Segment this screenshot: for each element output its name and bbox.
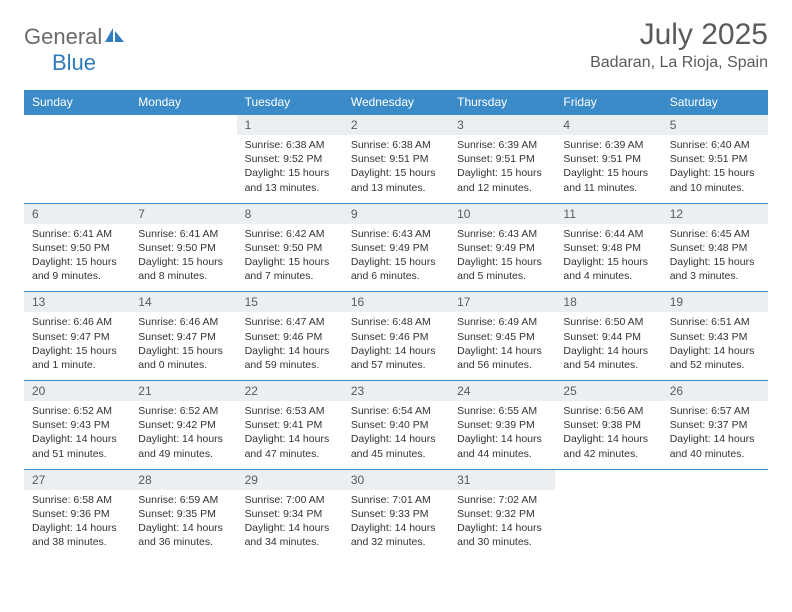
- day-content-cell: Sunrise: 7:01 AMSunset: 9:33 PMDaylight:…: [343, 490, 449, 558]
- day-content-cell: Sunrise: 6:54 AMSunset: 9:40 PMDaylight:…: [343, 401, 449, 469]
- day-content-cell: Sunrise: 6:51 AMSunset: 9:43 PMDaylight:…: [662, 312, 768, 380]
- day-number-cell: 29: [237, 469, 343, 490]
- day-content-cell: Sunrise: 6:39 AMSunset: 9:51 PMDaylight:…: [449, 135, 555, 203]
- day-number-cell: 20: [24, 381, 130, 402]
- day-number-cell: 2: [343, 115, 449, 136]
- day-content-cell: Sunrise: 7:00 AMSunset: 9:34 PMDaylight:…: [237, 490, 343, 558]
- weekday-header: Saturday: [662, 90, 768, 115]
- day-number-cell: 23: [343, 381, 449, 402]
- weekday-header-row: SundayMondayTuesdayWednesdayThursdayFrid…: [24, 90, 768, 115]
- day-content-cell: Sunrise: 6:52 AMSunset: 9:43 PMDaylight:…: [24, 401, 130, 469]
- day-content-cell: Sunrise: 6:59 AMSunset: 9:35 PMDaylight:…: [130, 490, 236, 558]
- day-content-cell: Sunrise: 6:58 AMSunset: 9:36 PMDaylight:…: [24, 490, 130, 558]
- day-content-cell: Sunrise: 6:40 AMSunset: 9:51 PMDaylight:…: [662, 135, 768, 203]
- day-content-row: Sunrise: 6:41 AMSunset: 9:50 PMDaylight:…: [24, 224, 768, 292]
- day-number-cell: 11: [555, 203, 661, 224]
- day-number-cell: 14: [130, 292, 236, 313]
- day-number-cell: 31: [449, 469, 555, 490]
- day-content-cell: Sunrise: 6:55 AMSunset: 9:39 PMDaylight:…: [449, 401, 555, 469]
- day-content-cell: Sunrise: 6:44 AMSunset: 9:48 PMDaylight:…: [555, 224, 661, 292]
- day-content-cell: Sunrise: 7:02 AMSunset: 9:32 PMDaylight:…: [449, 490, 555, 558]
- day-content-cell: [555, 490, 661, 558]
- header: GeneralBlue July 2025 Badaran, La Rioja,…: [24, 18, 768, 76]
- day-number-cell: 5: [662, 115, 768, 136]
- day-number-cell: 24: [449, 381, 555, 402]
- location: Badaran, La Rioja, Spain: [590, 54, 768, 72]
- month-title: July 2025: [590, 18, 768, 52]
- day-content-cell: Sunrise: 6:48 AMSunset: 9:46 PMDaylight:…: [343, 312, 449, 380]
- day-number-cell: 1: [237, 115, 343, 136]
- day-content-row: Sunrise: 6:38 AMSunset: 9:52 PMDaylight:…: [24, 135, 768, 203]
- day-content-cell: [24, 135, 130, 203]
- day-number-row: 6789101112: [24, 203, 768, 224]
- day-number-cell: [555, 469, 661, 490]
- day-content-cell: Sunrise: 6:42 AMSunset: 9:50 PMDaylight:…: [237, 224, 343, 292]
- weekday-header: Friday: [555, 90, 661, 115]
- day-number-cell: 3: [449, 115, 555, 136]
- day-number-cell: 16: [343, 292, 449, 313]
- day-content-cell: Sunrise: 6:52 AMSunset: 9:42 PMDaylight:…: [130, 401, 236, 469]
- day-content-cell: Sunrise: 6:50 AMSunset: 9:44 PMDaylight:…: [555, 312, 661, 380]
- title-block: July 2025 Badaran, La Rioja, Spain: [590, 18, 768, 72]
- weekday-header: Tuesday: [237, 90, 343, 115]
- day-number-cell: 7: [130, 203, 236, 224]
- day-content-cell: Sunrise: 6:41 AMSunset: 9:50 PMDaylight:…: [24, 224, 130, 292]
- day-content-cell: Sunrise: 6:53 AMSunset: 9:41 PMDaylight:…: [237, 401, 343, 469]
- day-content-row: Sunrise: 6:58 AMSunset: 9:36 PMDaylight:…: [24, 490, 768, 558]
- day-content-row: Sunrise: 6:46 AMSunset: 9:47 PMDaylight:…: [24, 312, 768, 380]
- day-content-cell: Sunrise: 6:47 AMSunset: 9:46 PMDaylight:…: [237, 312, 343, 380]
- day-content-cell: Sunrise: 6:46 AMSunset: 9:47 PMDaylight:…: [24, 312, 130, 380]
- day-number-cell: [130, 115, 236, 136]
- day-content-cell: Sunrise: 6:57 AMSunset: 9:37 PMDaylight:…: [662, 401, 768, 469]
- day-number-cell: 28: [130, 469, 236, 490]
- day-number-cell: 4: [555, 115, 661, 136]
- day-number-cell: 18: [555, 292, 661, 313]
- day-content-cell: Sunrise: 6:38 AMSunset: 9:52 PMDaylight:…: [237, 135, 343, 203]
- day-number-row: 13141516171819: [24, 292, 768, 313]
- weekday-header: Wednesday: [343, 90, 449, 115]
- day-number-cell: 25: [555, 381, 661, 402]
- day-number-cell: 6: [24, 203, 130, 224]
- day-content-cell: Sunrise: 6:45 AMSunset: 9:48 PMDaylight:…: [662, 224, 768, 292]
- day-number-cell: [662, 469, 768, 490]
- day-content-cell: Sunrise: 6:43 AMSunset: 9:49 PMDaylight:…: [343, 224, 449, 292]
- day-number-cell: 10: [449, 203, 555, 224]
- day-content-cell: Sunrise: 6:39 AMSunset: 9:51 PMDaylight:…: [555, 135, 661, 203]
- day-number-row: 2728293031: [24, 469, 768, 490]
- day-number-cell: 9: [343, 203, 449, 224]
- day-content-cell: [662, 490, 768, 558]
- logo-text-general: General: [24, 24, 102, 50]
- logo: GeneralBlue: [24, 24, 126, 76]
- day-content-cell: Sunrise: 6:49 AMSunset: 9:45 PMDaylight:…: [449, 312, 555, 380]
- day-number-cell: 21: [130, 381, 236, 402]
- day-number-row: 20212223242526: [24, 381, 768, 402]
- day-content-row: Sunrise: 6:52 AMSunset: 9:43 PMDaylight:…: [24, 401, 768, 469]
- day-number-cell: 8: [237, 203, 343, 224]
- day-content-cell: Sunrise: 6:46 AMSunset: 9:47 PMDaylight:…: [130, 312, 236, 380]
- day-number-row: 12345: [24, 115, 768, 136]
- weekday-header: Monday: [130, 90, 236, 115]
- logo-text-blue: Blue: [52, 50, 96, 75]
- logo-sail-icon: [104, 27, 126, 50]
- day-number-cell: 30: [343, 469, 449, 490]
- day-number-cell: 19: [662, 292, 768, 313]
- day-number-cell: 26: [662, 381, 768, 402]
- day-content-cell: [130, 135, 236, 203]
- weekday-header: Thursday: [449, 90, 555, 115]
- day-number-cell: 17: [449, 292, 555, 313]
- day-number-cell: 22: [237, 381, 343, 402]
- weekday-header: Sunday: [24, 90, 130, 115]
- calendar-table: SundayMondayTuesdayWednesdayThursdayFrid…: [24, 90, 768, 557]
- day-content-cell: Sunrise: 6:56 AMSunset: 9:38 PMDaylight:…: [555, 401, 661, 469]
- day-number-cell: 13: [24, 292, 130, 313]
- day-content-cell: Sunrise: 6:43 AMSunset: 9:49 PMDaylight:…: [449, 224, 555, 292]
- day-number-cell: 27: [24, 469, 130, 490]
- day-content-cell: Sunrise: 6:38 AMSunset: 9:51 PMDaylight:…: [343, 135, 449, 203]
- day-number-cell: 12: [662, 203, 768, 224]
- day-number-cell: 15: [237, 292, 343, 313]
- day-content-cell: Sunrise: 6:41 AMSunset: 9:50 PMDaylight:…: [130, 224, 236, 292]
- day-number-cell: [24, 115, 130, 136]
